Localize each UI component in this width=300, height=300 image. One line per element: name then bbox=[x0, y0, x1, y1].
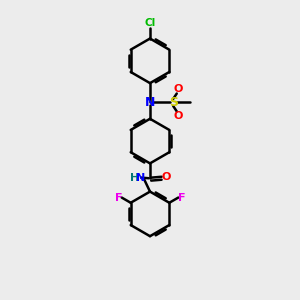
Text: H: H bbox=[130, 172, 139, 183]
Text: O: O bbox=[173, 111, 183, 121]
Text: O: O bbox=[173, 84, 183, 94]
Text: Cl: Cl bbox=[144, 18, 156, 28]
Text: F: F bbox=[115, 193, 122, 202]
Text: F: F bbox=[178, 193, 185, 202]
Text: S: S bbox=[169, 96, 178, 109]
Text: O: O bbox=[162, 172, 171, 182]
Text: N: N bbox=[136, 172, 145, 183]
Text: N: N bbox=[145, 96, 155, 109]
